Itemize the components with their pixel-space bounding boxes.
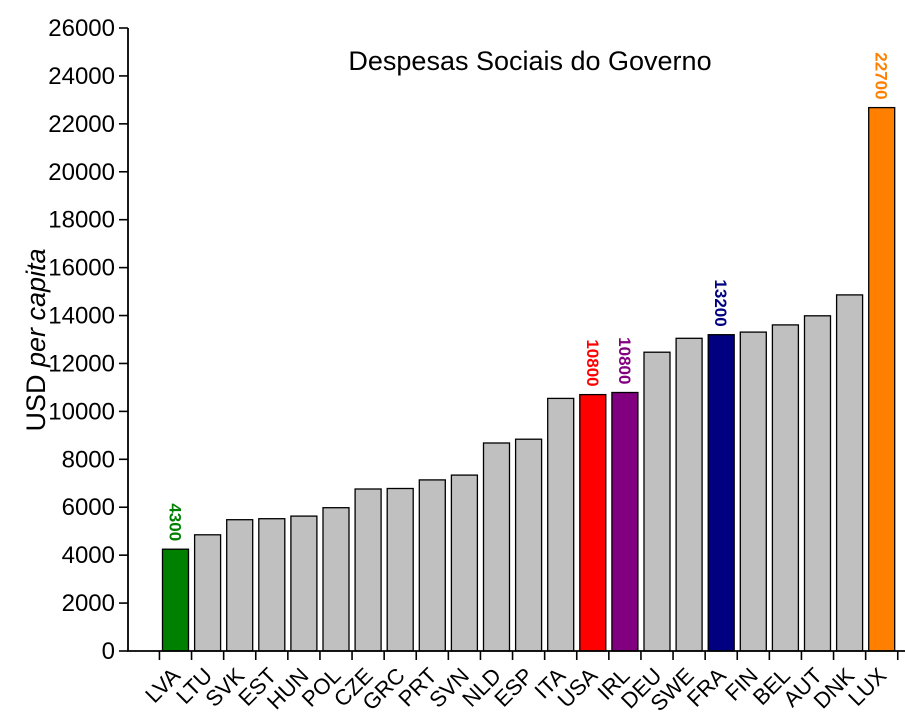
data-labels: 4300 10800 10800 13200 22700	[166, 52, 891, 541]
y-axis-ticks: 0 2000 4000 6000 8000 10000 12000 14000 16000 180…	[48, 15, 128, 665]
bar-ltu	[193, 534, 222, 652]
data-label-lux: 22700	[872, 52, 891, 99]
bar-lux	[868, 106, 896, 652]
x-axis-ticks: LVALTUSVKESTHUNPOLCZEGRCPRTSVNNLDESPITAU…	[140, 651, 899, 716]
chart-title: Despesas Sociais do Governo	[348, 46, 711, 76]
data-label-irl: 10800	[615, 337, 634, 384]
y-tick-label: 10000	[48, 398, 115, 425]
y-tick-label: 24000	[48, 63, 115, 90]
bar-deu	[643, 351, 671, 652]
bar-svk	[226, 519, 254, 652]
x-tick-label: LUX	[843, 663, 891, 711]
bar-esp	[514, 438, 543, 652]
y-axis-label-unit: USD	[21, 375, 51, 432]
y-tick-label: 22000	[48, 111, 115, 138]
data-label-lva: 4300	[166, 503, 185, 541]
y-tick-label: 18000	[48, 207, 115, 234]
bar-lva	[161, 548, 190, 652]
bar-swe	[675, 337, 703, 652]
y-tick-label: 0	[102, 638, 115, 665]
y-tick-label: 14000	[48, 303, 115, 330]
bar-ita	[547, 397, 575, 652]
bar-hun	[290, 515, 318, 652]
bar-grc	[386, 487, 414, 652]
y-tick-label: 2000	[62, 590, 115, 617]
bar-svn	[450, 474, 479, 652]
y-tick-label: 26000	[48, 15, 115, 42]
y-tick-label: 16000	[48, 255, 115, 282]
bar-fin	[739, 331, 767, 652]
bar-dnk	[835, 294, 864, 652]
bar-est	[258, 518, 286, 652]
y-axis-label-italic: per capita	[21, 248, 51, 368]
bar-cze	[354, 488, 382, 652]
bar-aut	[803, 315, 832, 652]
data-label-usa: 10800	[583, 339, 602, 386]
y-tick-label: 20000	[48, 159, 115, 186]
bar-pol	[322, 507, 350, 652]
bar-usa	[579, 393, 607, 652]
bar-irl	[611, 391, 639, 652]
y-axis-label: USD per capita	[21, 248, 51, 431]
bar-bel	[771, 324, 800, 652]
y-tick-label: 4000	[62, 542, 115, 569]
y-tick-label: 6000	[62, 494, 115, 521]
bar-fra	[707, 334, 735, 652]
y-tick-label: 8000	[62, 446, 115, 473]
data-label-fra: 13200	[711, 279, 730, 326]
bar-nld	[482, 442, 511, 652]
y-tick-label: 12000	[48, 350, 115, 377]
bars	[161, 106, 896, 652]
bar-prt	[418, 479, 446, 652]
